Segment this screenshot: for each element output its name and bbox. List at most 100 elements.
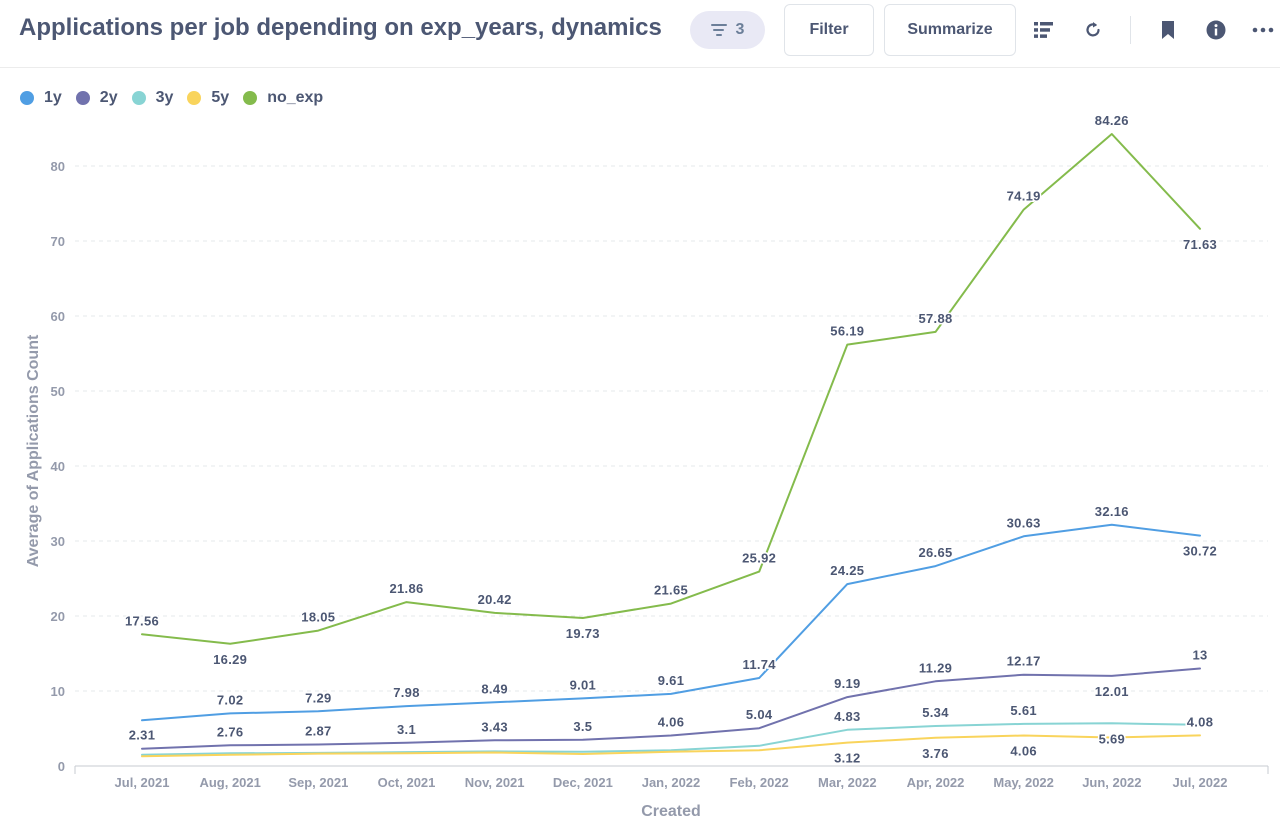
data-label: 5.61 <box>1010 703 1037 718</box>
data-label: 2.31 <box>129 728 156 743</box>
y-tick-label: 10 <box>51 684 65 699</box>
y-tick-label: 20 <box>51 609 65 624</box>
y-tick-label: 30 <box>51 534 65 549</box>
data-label: 56.19 <box>830 324 864 339</box>
legend-dot <box>20 91 34 105</box>
chart-legend: 1y 2y 3y 5y no_exp <box>20 86 323 110</box>
data-label: 3.5 <box>573 719 592 734</box>
x-tick-label: May, 2022 <box>993 775 1053 790</box>
y-tick-label: 70 <box>51 234 65 249</box>
y-tick-label: 50 <box>51 384 65 399</box>
legend-item-no-exp[interactable]: no_exp <box>243 89 323 107</box>
data-label: 4.08 <box>1187 714 1214 729</box>
data-label: 2.76 <box>217 724 244 739</box>
legend-item-2y[interactable]: 2y <box>75 89 118 107</box>
x-tick-label: Sep, 2021 <box>288 775 348 790</box>
data-label: 25.92 <box>742 551 776 566</box>
data-label: 9.19 <box>834 676 861 691</box>
data-label: 7.02 <box>217 692 244 707</box>
filter-lines-icon <box>710 24 727 36</box>
legend-dot <box>75 91 90 105</box>
bookmark-icon[interactable] <box>1154 14 1182 46</box>
legend-dot <box>243 91 258 105</box>
y-axis-title: Average of Applications Count <box>25 334 42 567</box>
series-line-5y <box>141 734 1201 758</box>
data-label: 57.88 <box>918 311 952 326</box>
series-line-2y <box>141 667 1201 750</box>
data-label: 5.34 <box>922 705 949 720</box>
legend-label: 1y <box>44 89 62 106</box>
data-label: 3.12 <box>834 751 861 766</box>
data-label: 21.86 <box>389 581 423 596</box>
data-label: 12.01 <box>1095 684 1129 699</box>
y-tick-label: 0 <box>58 759 65 774</box>
data-label: 11.74 <box>743 657 777 672</box>
data-label: 2.87 <box>305 723 332 738</box>
data-label: 3.76 <box>922 746 949 761</box>
data-label: 7.29 <box>305 690 332 705</box>
data-label: 8.49 <box>481 681 508 696</box>
data-label: 13 <box>1192 648 1207 663</box>
filter-count-badge[interactable]: 3 <box>690 11 765 49</box>
more-ellipsis-icon[interactable] <box>1249 14 1277 46</box>
toolbar-divider <box>1130 16 1131 44</box>
y-tick-label: 40 <box>51 459 65 474</box>
series-line-1y <box>141 523 1201 722</box>
line-chart: 0 10 20 30 40 50 60 70 80 Jul, 2021 Aug, 2021 Sep, … <box>25 112 1269 820</box>
data-label: 11.29 <box>919 660 952 675</box>
refresh-icon[interactable] <box>1079 14 1107 46</box>
data-label: 18.05 <box>301 610 335 625</box>
info-icon[interactable] <box>1202 14 1230 46</box>
legend-label: 2y <box>99 89 118 106</box>
x-tick-label: Aug, 2021 <box>199 775 260 790</box>
x-axis-title: Created <box>641 803 701 820</box>
data-label: 4.06 <box>658 715 685 730</box>
legend-item-5y[interactable]: 5y <box>187 89 229 107</box>
summarize-button[interactable]: Summarize <box>884 4 1016 56</box>
series-line-no-exp <box>141 133 1201 645</box>
data-label: 5.04 <box>746 707 773 722</box>
legend-label: 5y <box>211 89 230 106</box>
data-label: 74.19 <box>1007 189 1041 204</box>
data-label: 24.25 <box>830 563 864 578</box>
header-bar: Applications per job depending on exp_ye… <box>0 0 1280 68</box>
x-tick-label: Dec, 2021 <box>553 775 613 790</box>
data-label: 19.73 <box>566 626 600 641</box>
x-tick-label: Jun, 2022 <box>1082 775 1141 790</box>
x-tick-label: Feb, 2022 <box>730 775 789 790</box>
data-label: 7.98 <box>393 685 420 700</box>
legend-dot <box>131 91 146 105</box>
data-label: 16.29 <box>213 652 247 667</box>
legend-item-3y[interactable]: 3y <box>131 89 174 107</box>
y-tick-label: 80 <box>51 159 65 174</box>
legend-label: no_exp <box>267 89 324 106</box>
x-tick-label: Oct, 2021 <box>378 775 436 790</box>
legend-dot <box>187 91 202 105</box>
data-label: 71.63 <box>1183 237 1217 252</box>
data-label: 17.56 <box>125 613 159 628</box>
legend-item-1y[interactable]: 1y <box>20 89 62 107</box>
data-label: 9.61 <box>658 673 685 688</box>
x-tick-label: Jan, 2022 <box>642 775 701 790</box>
x-tick-label: Jul, 2021 <box>115 775 170 790</box>
x-tick-label: Apr, 2022 <box>907 775 965 790</box>
data-label: 4.06 <box>1010 744 1037 759</box>
page-title: Applications per job depending on exp_ye… <box>19 14 662 41</box>
x-tick-label: Jul, 2022 <box>1173 775 1228 790</box>
data-label: 3.1 <box>397 722 416 737</box>
filter-button[interactable]: Filter <box>784 4 874 56</box>
data-label: 5.69 <box>1099 731 1126 746</box>
data-label: 21.65 <box>654 583 688 598</box>
filter-count: 3 <box>735 21 745 38</box>
legend-label: 3y <box>155 89 174 106</box>
data-label: 84.26 <box>1095 113 1129 128</box>
data-label: 12.17 <box>1007 654 1041 669</box>
data-label: 32.16 <box>1095 504 1129 519</box>
data-label: 30.72 <box>1183 544 1217 559</box>
notebook-list-icon[interactable] <box>1030 14 1058 46</box>
y-tick-label: 60 <box>51 309 65 324</box>
x-tick-label: Mar, 2022 <box>818 775 877 790</box>
data-label: 9.01 <box>570 677 597 692</box>
x-tick-label: Nov, 2021 <box>465 775 525 790</box>
data-label: 30.63 <box>1007 515 1041 530</box>
